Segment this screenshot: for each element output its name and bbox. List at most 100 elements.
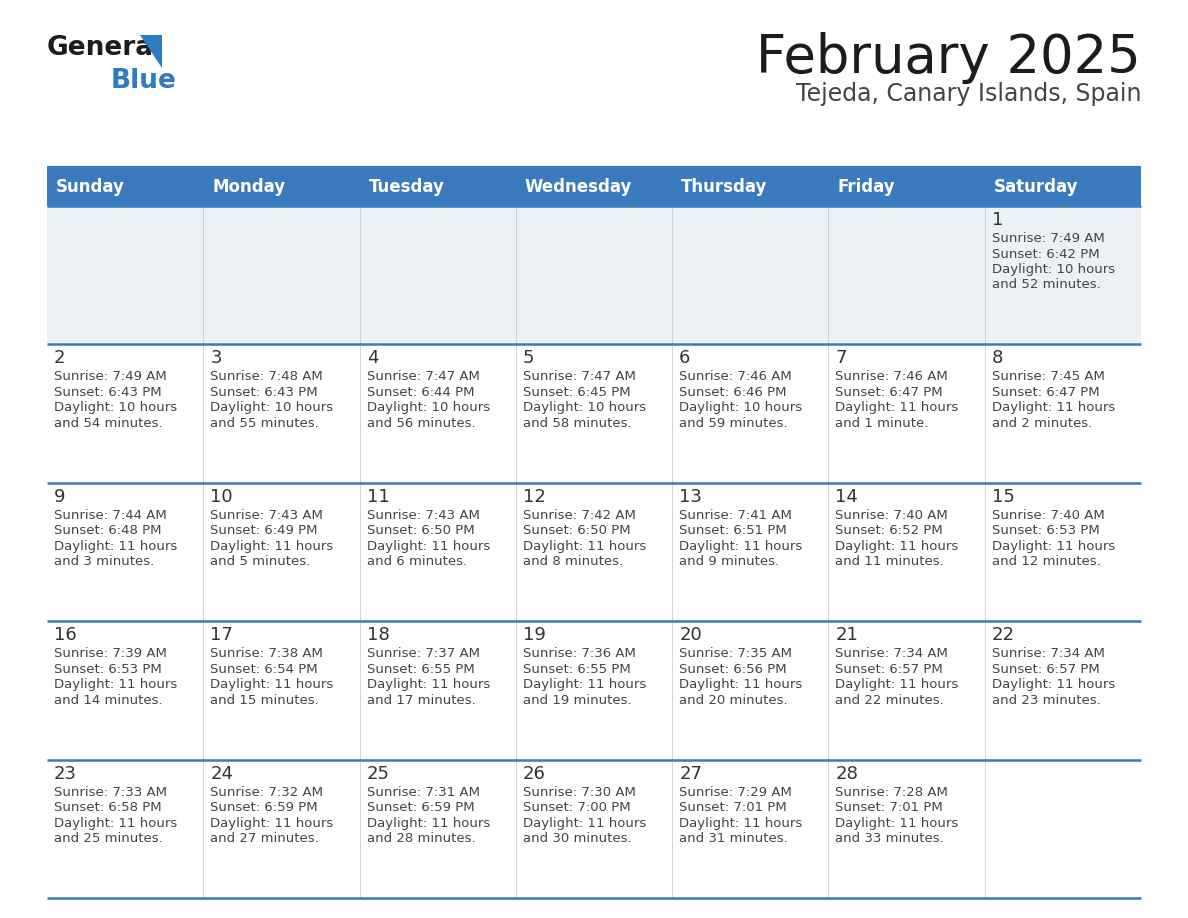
Text: and 8 minutes.: and 8 minutes.: [523, 555, 623, 568]
Bar: [516, 621, 672, 759]
Text: 20: 20: [680, 626, 702, 644]
Text: Sunrise: 7:46 AM: Sunrise: 7:46 AM: [680, 370, 792, 384]
Bar: [516, 344, 672, 483]
Text: Sunset: 6:48 PM: Sunset: 6:48 PM: [53, 524, 162, 537]
Text: Daylight: 11 hours: Daylight: 11 hours: [53, 817, 177, 830]
Text: 25: 25: [367, 765, 390, 783]
Bar: [828, 759, 985, 898]
Text: and 2 minutes.: and 2 minutes.: [992, 417, 1092, 430]
Text: Sunrise: 7:30 AM: Sunrise: 7:30 AM: [523, 786, 636, 799]
Text: and 23 minutes.: and 23 minutes.: [992, 694, 1100, 707]
Bar: [985, 344, 1140, 483]
Text: and 6 minutes.: and 6 minutes.: [367, 555, 467, 568]
Bar: [48, 759, 203, 898]
Text: Monday: Monday: [213, 178, 285, 196]
Text: and 56 minutes.: and 56 minutes.: [367, 417, 475, 430]
Text: Daylight: 11 hours: Daylight: 11 hours: [210, 817, 334, 830]
Text: Daylight: 11 hours: Daylight: 11 hours: [210, 678, 334, 691]
Bar: [516, 759, 672, 898]
Text: Blue: Blue: [110, 68, 177, 94]
Text: 11: 11: [367, 487, 390, 506]
Text: and 20 minutes.: and 20 minutes.: [680, 694, 788, 707]
Text: and 55 minutes.: and 55 minutes.: [210, 417, 320, 430]
Text: and 52 minutes.: and 52 minutes.: [992, 278, 1100, 292]
Text: Friday: Friday: [838, 178, 895, 196]
Text: Sunset: 6:58 PM: Sunset: 6:58 PM: [53, 801, 162, 814]
Text: and 54 minutes.: and 54 minutes.: [53, 417, 163, 430]
Text: Sunrise: 7:47 AM: Sunrise: 7:47 AM: [367, 370, 480, 384]
Text: 8: 8: [992, 350, 1003, 367]
Text: 5: 5: [523, 350, 535, 367]
Text: 10: 10: [210, 487, 233, 506]
Bar: [516, 168, 672, 206]
Text: Sunrise: 7:33 AM: Sunrise: 7:33 AM: [53, 786, 168, 799]
Bar: [672, 344, 828, 483]
Text: 16: 16: [53, 626, 77, 644]
Text: Sunset: 6:57 PM: Sunset: 6:57 PM: [835, 663, 943, 676]
Text: Sunrise: 7:34 AM: Sunrise: 7:34 AM: [835, 647, 948, 660]
Bar: [672, 168, 828, 206]
Text: Daylight: 11 hours: Daylight: 11 hours: [367, 540, 489, 553]
Text: Sunrise: 7:41 AM: Sunrise: 7:41 AM: [680, 509, 792, 521]
Text: Sunrise: 7:40 AM: Sunrise: 7:40 AM: [992, 509, 1105, 521]
Text: Daylight: 11 hours: Daylight: 11 hours: [523, 678, 646, 691]
Text: Sunset: 6:44 PM: Sunset: 6:44 PM: [367, 386, 474, 399]
Text: Daylight: 11 hours: Daylight: 11 hours: [523, 817, 646, 830]
Text: Sunset: 6:45 PM: Sunset: 6:45 PM: [523, 386, 631, 399]
Text: Daylight: 10 hours: Daylight: 10 hours: [680, 401, 802, 414]
Bar: [985, 759, 1140, 898]
Text: Daylight: 11 hours: Daylight: 11 hours: [210, 540, 334, 553]
Text: Sunday: Sunday: [56, 178, 125, 196]
Text: Sunrise: 7:31 AM: Sunrise: 7:31 AM: [367, 786, 480, 799]
Text: Sunset: 6:59 PM: Sunset: 6:59 PM: [210, 801, 318, 814]
Text: Daylight: 11 hours: Daylight: 11 hours: [367, 817, 489, 830]
Text: Sunset: 6:49 PM: Sunset: 6:49 PM: [210, 524, 317, 537]
Text: 13: 13: [680, 487, 702, 506]
Bar: [828, 483, 985, 621]
Bar: [672, 483, 828, 621]
Text: and 5 minutes.: and 5 minutes.: [210, 555, 310, 568]
Text: Sunset: 6:56 PM: Sunset: 6:56 PM: [680, 663, 786, 676]
Text: Sunset: 6:55 PM: Sunset: 6:55 PM: [523, 663, 631, 676]
Bar: [828, 168, 985, 206]
Text: 23: 23: [53, 765, 77, 783]
Text: 27: 27: [680, 765, 702, 783]
Bar: [48, 483, 203, 621]
Text: 15: 15: [992, 487, 1015, 506]
Text: 3: 3: [210, 350, 222, 367]
Text: Daylight: 11 hours: Daylight: 11 hours: [53, 540, 177, 553]
Bar: [48, 344, 203, 483]
Text: and 11 minutes.: and 11 minutes.: [835, 555, 944, 568]
Text: and 31 minutes.: and 31 minutes.: [680, 832, 788, 845]
Text: Sunset: 6:43 PM: Sunset: 6:43 PM: [53, 386, 162, 399]
Text: and 30 minutes.: and 30 minutes.: [523, 832, 632, 845]
Text: and 17 minutes.: and 17 minutes.: [367, 694, 475, 707]
Text: Daylight: 11 hours: Daylight: 11 hours: [367, 678, 489, 691]
Text: Sunrise: 7:32 AM: Sunrise: 7:32 AM: [210, 786, 323, 799]
Text: Sunset: 6:54 PM: Sunset: 6:54 PM: [210, 663, 318, 676]
Text: Sunrise: 7:49 AM: Sunrise: 7:49 AM: [53, 370, 166, 384]
Text: Daylight: 11 hours: Daylight: 11 hours: [680, 678, 802, 691]
Text: Daylight: 11 hours: Daylight: 11 hours: [992, 540, 1116, 553]
Text: February 2025: February 2025: [757, 32, 1140, 84]
Text: Daylight: 10 hours: Daylight: 10 hours: [53, 401, 177, 414]
Bar: [203, 168, 360, 206]
Text: Sunset: 6:42 PM: Sunset: 6:42 PM: [992, 248, 1099, 261]
Text: Sunset: 6:53 PM: Sunset: 6:53 PM: [53, 663, 162, 676]
Bar: [48, 206, 203, 344]
Text: 14: 14: [835, 487, 858, 506]
Text: Wednesday: Wednesday: [525, 178, 632, 196]
Bar: [203, 344, 360, 483]
Text: Sunset: 7:01 PM: Sunset: 7:01 PM: [680, 801, 786, 814]
Bar: [360, 344, 516, 483]
Text: Sunrise: 7:44 AM: Sunrise: 7:44 AM: [53, 509, 166, 521]
Text: Sunrise: 7:46 AM: Sunrise: 7:46 AM: [835, 370, 948, 384]
Text: Sunrise: 7:29 AM: Sunrise: 7:29 AM: [680, 786, 792, 799]
Text: 22: 22: [992, 626, 1015, 644]
Text: Sunset: 6:50 PM: Sunset: 6:50 PM: [523, 524, 631, 537]
Text: 4: 4: [367, 350, 378, 367]
Text: Sunrise: 7:43 AM: Sunrise: 7:43 AM: [210, 509, 323, 521]
Bar: [203, 621, 360, 759]
Polygon shape: [140, 35, 162, 68]
Text: Sunset: 6:47 PM: Sunset: 6:47 PM: [835, 386, 943, 399]
